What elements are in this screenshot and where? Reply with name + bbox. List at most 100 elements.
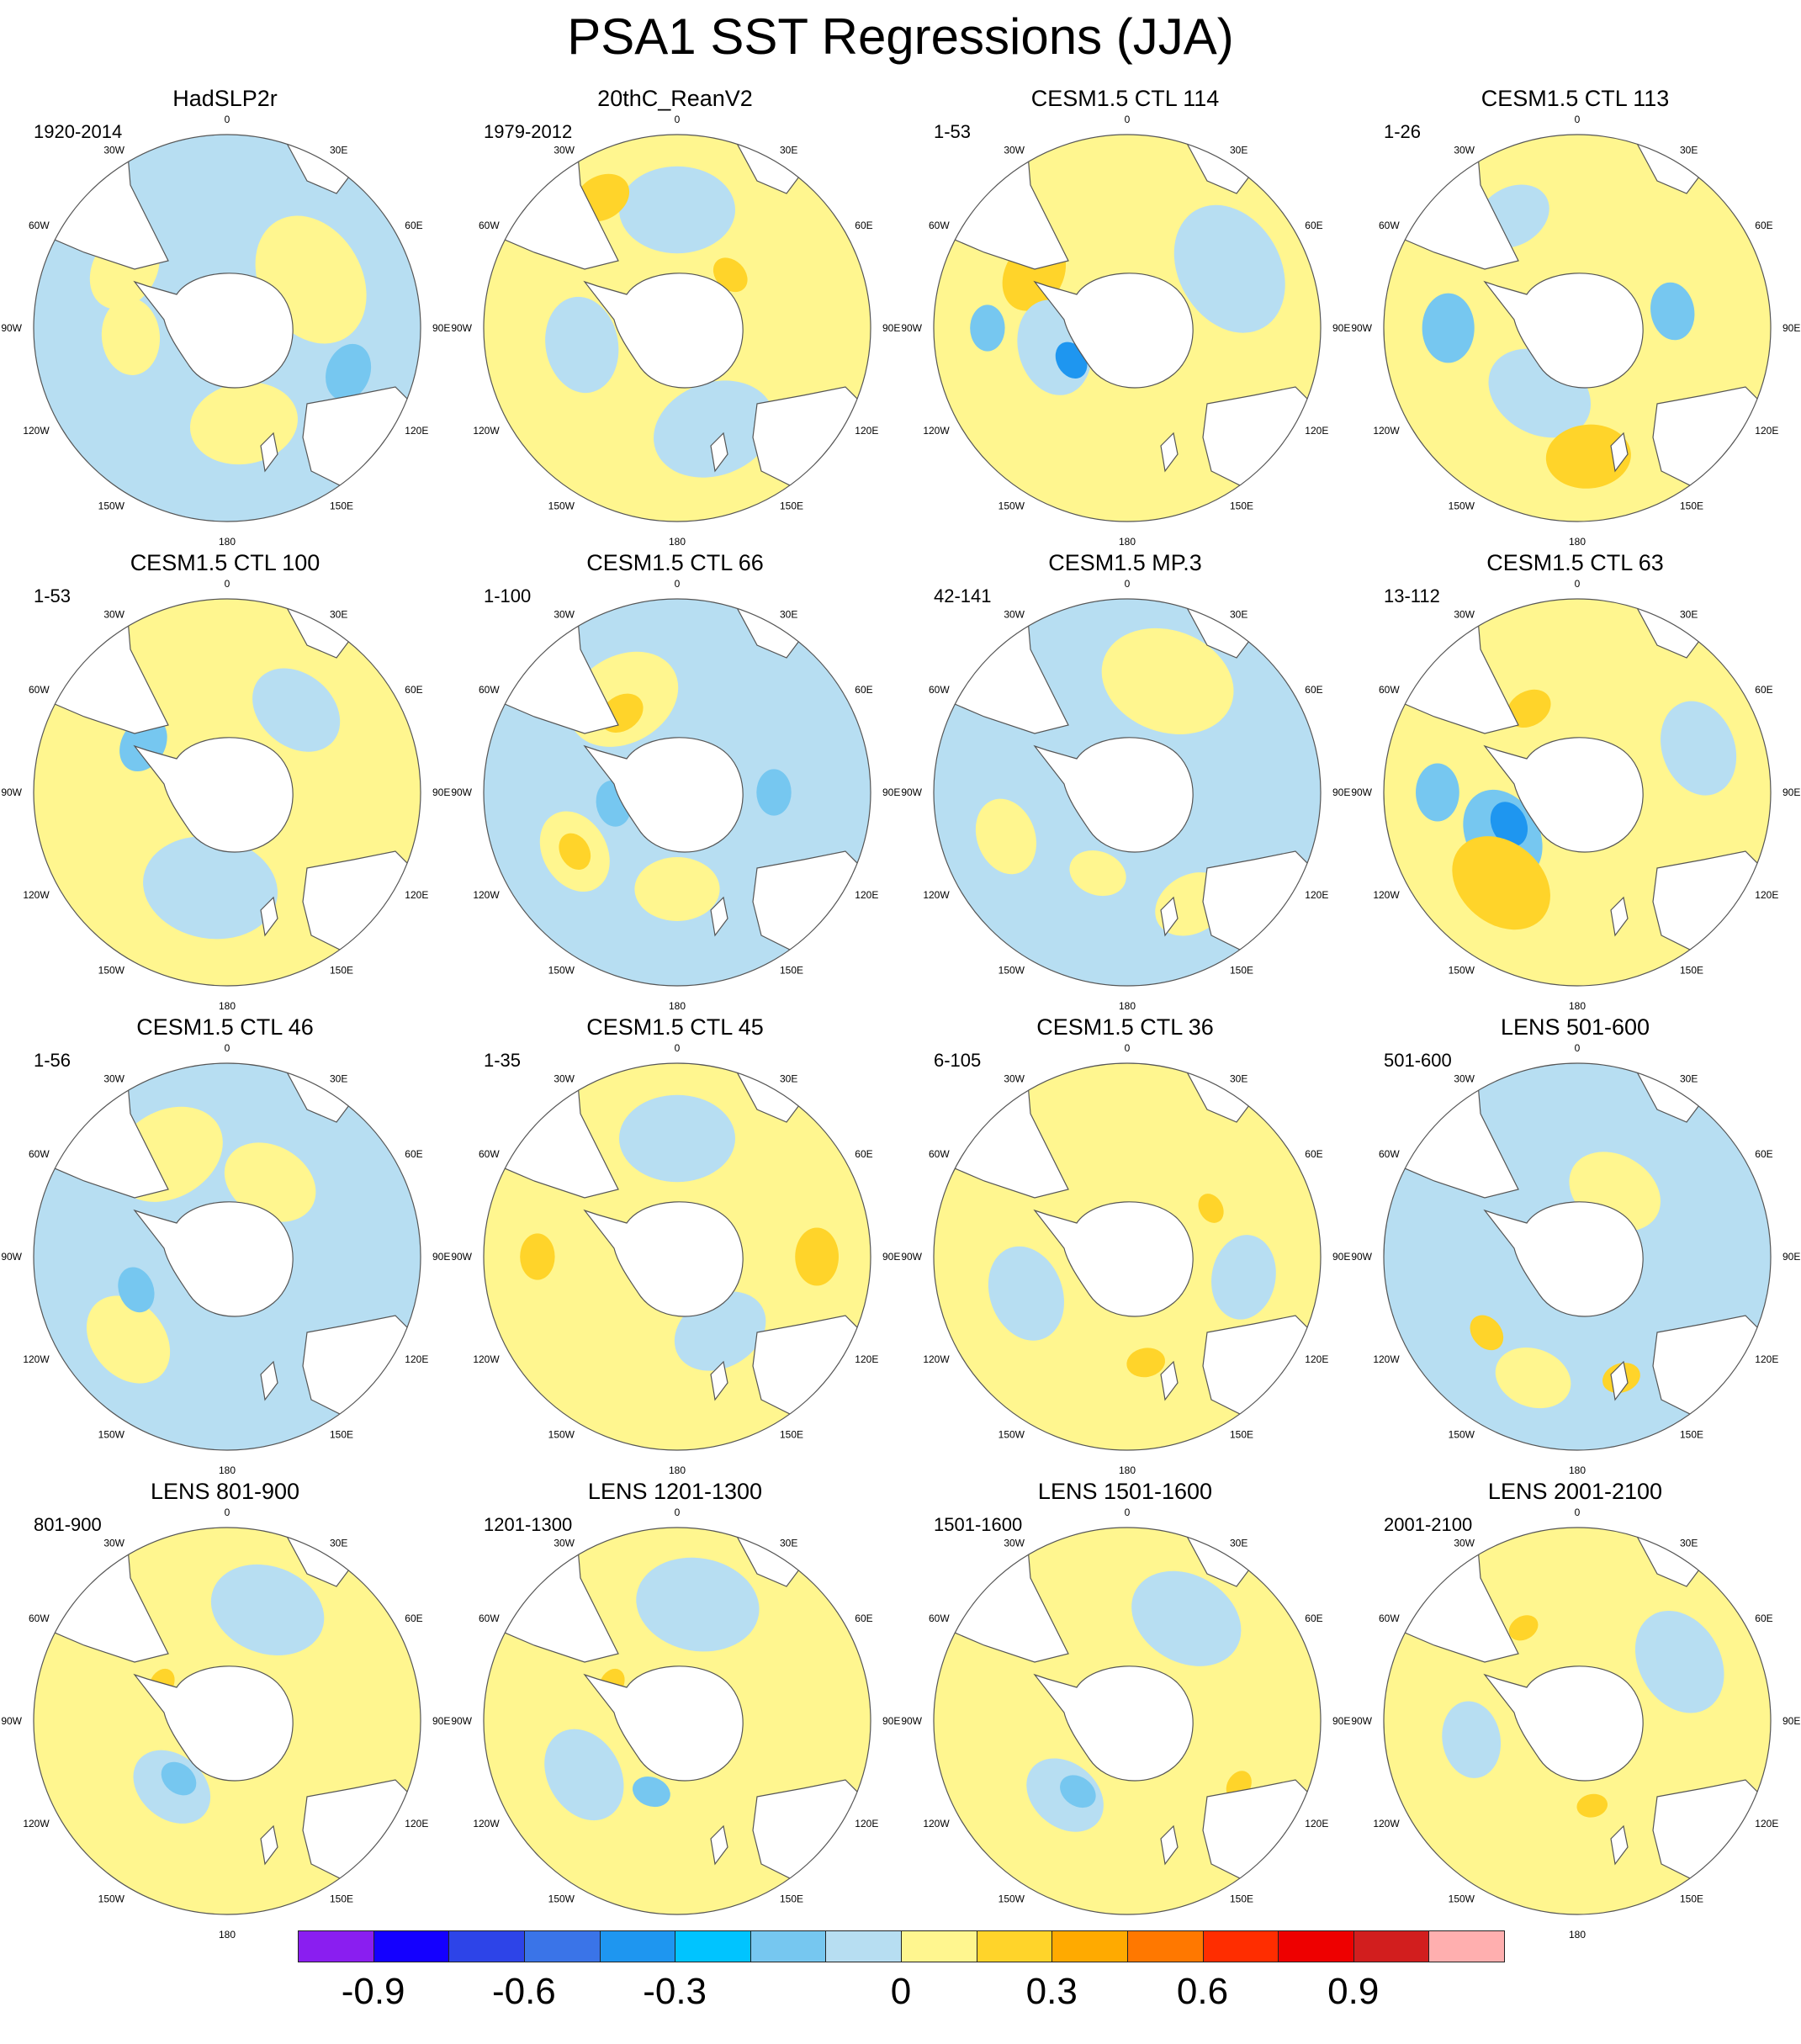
sst-anomaly-region	[1131, 1570, 1242, 1666]
longitude-label: 90W	[901, 1715, 922, 1727]
longitude-label: 0	[675, 578, 681, 590]
colorbar-swatch	[750, 1930, 827, 1962]
map-boundary	[1383, 1527, 1772, 1915]
antarctica-land	[583, 273, 744, 389]
panel-title: LENS 1201-1300	[587, 1479, 763, 1504]
longitude-label: 120E	[855, 1353, 878, 1365]
longitude-label: 150E	[1680, 1893, 1703, 1904]
longitude-label: 150E	[330, 1893, 353, 1904]
map-panel: 0 180 90W 90E 30W 60W 120W 150W 30E 60E 120E 150E 20…	[450, 84, 900, 548]
sst-anomaly-region	[1470, 1315, 1504, 1351]
longitude-label: 150E	[780, 1428, 803, 1440]
longitude-label: 120E	[1755, 889, 1778, 901]
longitude-label: 180	[1119, 536, 1136, 548]
sst-anomaly-region	[1060, 1775, 1096, 1808]
new-zealand-land	[260, 1360, 278, 1401]
antarctica-land	[1483, 1665, 1644, 1782]
longitude-label: 60E	[855, 220, 872, 231]
longitude-label: 180	[219, 536, 236, 548]
map-boundary	[33, 1527, 421, 1915]
antarctica-land	[1483, 273, 1644, 389]
longitude-label: 60W	[1379, 1148, 1400, 1160]
longitude-label: 0	[1125, 1507, 1131, 1518]
panel-period: 2001-2100	[1384, 1514, 1473, 1535]
panel-title: LENS 1501-1600	[1037, 1479, 1213, 1504]
colorbar-swatch	[298, 1930, 374, 1962]
longitude-label: 150E	[1230, 1893, 1253, 1904]
longitude-label: 60W	[1379, 220, 1400, 231]
longitude-label: 90W	[1, 786, 22, 798]
longitude-label: 120E	[855, 889, 878, 901]
antarctica-land	[1033, 737, 1194, 853]
sst-anomaly-region	[143, 836, 278, 940]
longitude-label: 60W	[29, 1148, 50, 1160]
longitude-label: 150E	[780, 500, 803, 511]
panel-title: LENS 801-900	[150, 1479, 300, 1504]
longitude-label: 90E	[1782, 1715, 1800, 1727]
longitude-label: 120E	[1755, 1353, 1778, 1365]
longitude-label: 180	[669, 1464, 686, 1476]
sst-anomaly-region	[619, 1094, 735, 1183]
longitude-label: 150W	[1449, 1428, 1475, 1440]
sst-anomaly-region	[654, 380, 775, 478]
colorbar-swatch	[825, 1930, 902, 1962]
longitude-label: 30W	[1004, 145, 1025, 156]
sst-anomaly-region	[161, 1761, 197, 1796]
longitude-label: 120W	[1373, 425, 1400, 437]
sst-anomaly-region	[619, 166, 735, 254]
panel-title: CESM1.5 CTL 114	[1030, 86, 1220, 111]
colorbar-swatch	[1278, 1930, 1354, 1962]
panel-period: 6-105	[934, 1050, 982, 1071]
sst-anomaly-region	[1576, 1793, 1608, 1818]
longitude-label: 60E	[405, 1612, 422, 1624]
longitude-label: 150W	[998, 964, 1025, 976]
longitude-label: 180	[669, 1000, 686, 1012]
antarctica-land	[583, 1665, 744, 1782]
longitude-label: 0	[1575, 578, 1581, 590]
sst-anomaly-region	[795, 1227, 839, 1286]
map-panel: 0 180 90W 90E 30W 60W 120W 150W 30E 60E 120E 150E CE…	[900, 548, 1350, 1013]
longitude-label: 150W	[998, 1893, 1025, 1904]
sst-anomaly-region	[545, 296, 619, 394]
longitude-label: 30E	[1230, 1073, 1247, 1085]
longitude-label: 120W	[23, 1353, 50, 1365]
longitude-label: 180	[219, 1000, 236, 1012]
longitude-label: 90E	[1332, 786, 1350, 798]
longitude-label: 120E	[1755, 425, 1778, 437]
longitude-label: 120W	[473, 1353, 500, 1365]
longitude-label: 30W	[1454, 145, 1475, 156]
longitude-label: 90W	[451, 786, 472, 798]
longitude-label: 30E	[1230, 145, 1247, 156]
map-boundary	[933, 1527, 1322, 1915]
antarctica-land	[1483, 737, 1644, 853]
longitude-label: 180	[1119, 1464, 1136, 1476]
longitude-label: 0	[225, 1042, 230, 1054]
map-boundary	[1383, 598, 1772, 987]
map-panel: 0 180 90W 90E 30W 60W 120W 150W 30E 60E 120E 150E CE…	[0, 548, 450, 1013]
longitude-label: 30W	[1004, 609, 1025, 621]
longitude-label: 60E	[1305, 220, 1322, 231]
longitude-label: 0	[675, 114, 681, 125]
longitude-label: 60E	[1755, 220, 1772, 231]
map-boundary	[933, 1062, 1322, 1451]
map-panel: 0 180 90W 90E 30W 60W 120W 150W 30E 60E 120E 150E CE…	[900, 1013, 1350, 1477]
longitude-label: 180	[1569, 536, 1586, 548]
map-panel: 018090W90E30W60W120W150W30E60E120E150ELE…	[450, 1477, 900, 1941]
longitude-label: 90E	[882, 786, 900, 798]
longitude-label: 120W	[1373, 1353, 1400, 1365]
panel-title: CESM1.5 CTL 63	[1486, 550, 1664, 575]
longitude-label: 120W	[923, 1818, 950, 1830]
panel-period: 1-53	[34, 585, 72, 606]
longitude-label: 150E	[1230, 500, 1253, 511]
sst-anomaly-region	[975, 798, 1036, 875]
new-zealand-land	[260, 432, 278, 473]
longitude-label: 30E	[1680, 1538, 1698, 1549]
sst-anomaly-region	[86, 1295, 171, 1384]
longitude-label: 30W	[103, 609, 124, 621]
